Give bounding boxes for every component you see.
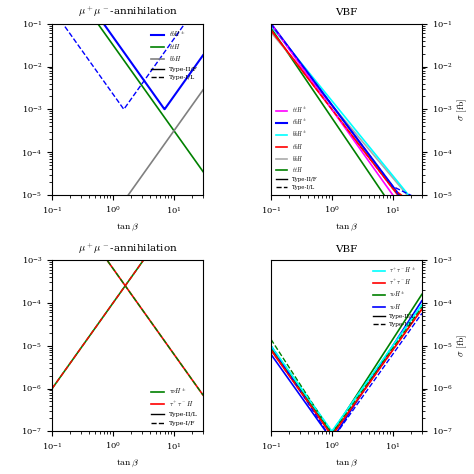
- X-axis label: $\tan\beta$: $\tan\beta$: [335, 221, 358, 233]
- Legend: $\tau^+\tau^- H^\pm$, $\tau^+\tau^- H$, $\tau\nu H^\pm$, $\tau\nu H$, Type-II/L,: $\tau^+\tau^- H^\pm$, $\tau^+\tau^- H$, …: [371, 263, 419, 329]
- Legend: $tbH^\pm$, $tt H$, $bb H$, Type-II/F, Type-I/L: $tbH^\pm$, $tt H$, $bb H$, Type-II/F, Ty…: [148, 27, 200, 83]
- X-axis label: $\tan\beta$: $\tan\beta$: [116, 221, 139, 233]
- Title: $\mu^+\mu^-$-annihilation: $\mu^+\mu^-$-annihilation: [78, 4, 178, 19]
- Title: VBF: VBF: [335, 245, 357, 254]
- Title: $\mu^+\mu^-$-annihilation: $\mu^+\mu^-$-annihilation: [78, 241, 178, 256]
- Y-axis label: $\sigma\ [\mathrm{fb}]$: $\sigma\ [\mathrm{fb}]$: [456, 98, 469, 121]
- Title: VBF: VBF: [335, 9, 357, 18]
- Y-axis label: $\sigma\ [\mathrm{fb}]$: $\sigma\ [\mathrm{fb}]$: [456, 334, 469, 357]
- X-axis label: $\tan\beta$: $\tan\beta$: [116, 458, 139, 469]
- X-axis label: $\tan\beta$: $\tan\beta$: [335, 458, 358, 469]
- Legend: $ttH^\pm$, $tbH^\pm$, $bbH^\pm$, $tbH$, $bbH$, $ttH$, Type-II/F, Type-I/L: $ttH^\pm$, $tbH^\pm$, $bbH^\pm$, $tbH$, …: [273, 103, 319, 192]
- Legend: $\tau\nu H^\pm$, $\tau^+\tau^- H$, Type-II/L, Type-I/F: $\tau\nu H^\pm$, $\tau^+\tau^- H$, Type-…: [149, 384, 200, 428]
